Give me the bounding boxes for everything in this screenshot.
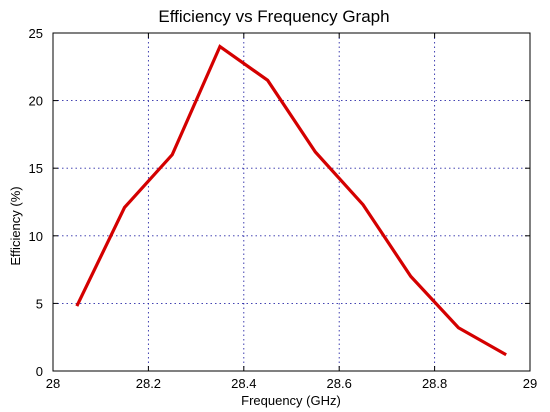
y-tick-label: 10 (29, 229, 43, 244)
y-tick-label: 5 (36, 296, 43, 311)
y-tick-label: 15 (29, 161, 43, 176)
y-tick-labels: 0 5 10 15 20 25 (29, 26, 43, 379)
efficiency-series-line (75, 44, 507, 357)
x-tick-label: 28.6 (327, 376, 352, 391)
plot-frame (52, 32, 531, 372)
x-tick-label: 28.2 (136, 376, 161, 391)
x-axis-label: Frequency (GHz) (241, 393, 341, 408)
y-axis-label: Efficiency (%) (8, 186, 23, 265)
x-tick-label: 28.8 (422, 376, 447, 391)
y-tick-label: 20 (29, 94, 43, 109)
x-tick-labels: 28 28.2 28.4 28.6 28.8 29 (46, 376, 537, 391)
series-layer (75, 44, 507, 357)
y-tick-label: 25 (29, 26, 43, 41)
chart-title: Efficiency vs Frequency Graph (158, 7, 389, 26)
x-tick-label: 29 (523, 376, 537, 391)
x-tick-label: 28.4 (231, 376, 256, 391)
x-tick-label: 28 (46, 376, 60, 391)
y-tick-label: 0 (36, 364, 43, 379)
axis-ticks (52, 32, 531, 372)
grid-lines (52, 32, 531, 372)
